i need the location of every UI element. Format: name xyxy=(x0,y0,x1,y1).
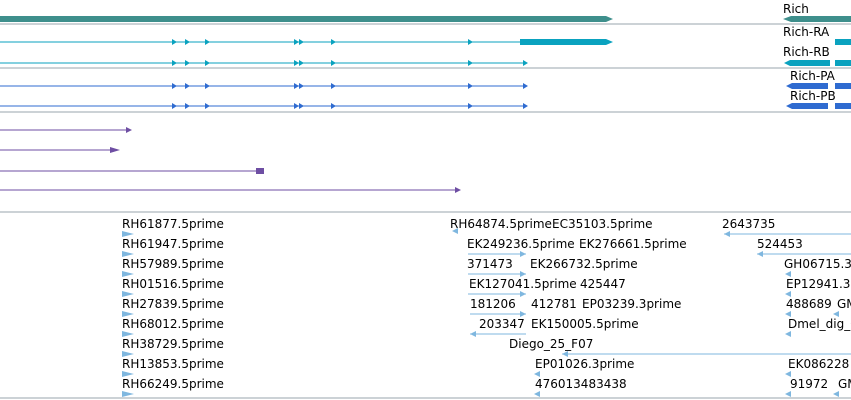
est-label[interactable]: EP03239.3prime xyxy=(582,297,682,311)
est-label[interactable]: GM xyxy=(837,297,851,311)
est-label[interactable]: EK266732.5prime xyxy=(530,257,638,271)
est-label[interactable]: 524453 xyxy=(757,237,803,251)
est-label[interactable]: EK249236.5prime xyxy=(467,237,575,251)
est-label[interactable]: Dmel_dig_C xyxy=(788,317,851,331)
est-label[interactable]: GH06715.3 xyxy=(784,257,851,271)
est-label[interactable]: RH57989.5prime xyxy=(122,257,224,271)
est-label[interactable]: EP01026.3prime xyxy=(535,357,635,371)
gene-feature[interactable] xyxy=(0,16,851,22)
prediction-feature[interactable] xyxy=(0,147,120,153)
prediction-feature[interactable] xyxy=(0,127,132,133)
est-label[interactable]: EK127041.5prime xyxy=(469,277,577,291)
est-label[interactable]: Diego_25_F07 xyxy=(509,337,594,351)
protein-label-rich-pb: Rich-PB xyxy=(790,89,836,103)
gene-label-rich: Rich xyxy=(783,2,809,16)
transcript-rich-ra[interactable] xyxy=(0,39,851,45)
est-label[interactable]: 91972 xyxy=(790,377,829,391)
est-label[interactable]: RH64874.5prime xyxy=(450,217,552,231)
est-label[interactable]: EK276661.5prime xyxy=(579,237,687,251)
est-label[interactable]: EC35103.5prime xyxy=(552,217,653,231)
est-label[interactable]: RH01516.5prime xyxy=(122,277,224,291)
est-label[interactable]: GM xyxy=(838,377,851,391)
est-label[interactable]: 412781 xyxy=(531,297,577,311)
est-label[interactable]: RH66249.5prime xyxy=(122,377,224,391)
prediction-feature[interactable] xyxy=(0,168,264,174)
est-label[interactable]: EK150005.5prime xyxy=(531,317,639,331)
est-label[interactable]: 371473 xyxy=(467,257,513,271)
est-label[interactable]: EP12941.3 xyxy=(786,277,851,291)
transcript-label-rich-rb: Rich-RB xyxy=(783,45,830,59)
est-label[interactable]: 425447 xyxy=(580,277,626,291)
est-label[interactable]: RH27839.5prime xyxy=(122,297,224,311)
prediction-feature[interactable] xyxy=(0,187,461,193)
est-label[interactable]: 488689 xyxy=(786,297,832,311)
protein-rich-pa[interactable] xyxy=(0,83,851,89)
est-label[interactable]: RH68012.5prime xyxy=(122,317,224,331)
est-glyphs[interactable] xyxy=(122,228,851,397)
est-label[interactable]: 2643735 xyxy=(722,217,776,231)
protein-rich-pb[interactable] xyxy=(0,103,851,109)
est-label[interactable]: 476013483438 xyxy=(535,377,627,391)
est-label[interactable]: RH61877.5prime xyxy=(122,217,224,231)
est-label[interactable]: RH61947.5prime xyxy=(122,237,224,251)
protein-label-rich-pa: Rich-PA xyxy=(790,69,835,83)
est-label[interactable]: RH38729.5prime xyxy=(122,337,224,351)
est-label[interactable]: 203347 xyxy=(479,317,525,331)
est-label[interactable]: RH13853.5prime xyxy=(122,357,224,371)
est-label[interactable]: EK086228 xyxy=(788,357,850,371)
transcript-rich-rb[interactable] xyxy=(0,60,851,66)
est-label[interactable]: 181206 xyxy=(470,297,516,311)
transcript-label-rich-ra: Rich-RA xyxy=(783,25,830,39)
